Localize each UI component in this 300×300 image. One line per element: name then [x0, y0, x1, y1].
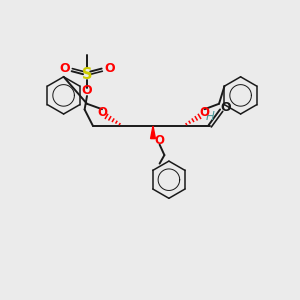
Polygon shape	[151, 126, 155, 139]
Text: O: O	[59, 62, 70, 75]
Text: O: O	[104, 62, 115, 75]
Text: S: S	[82, 67, 92, 82]
Text: O: O	[200, 106, 210, 119]
Text: H: H	[206, 110, 214, 123]
Text: O: O	[220, 101, 231, 114]
Text: O: O	[154, 134, 165, 147]
Text: O: O	[82, 84, 92, 97]
Text: O: O	[97, 106, 107, 119]
